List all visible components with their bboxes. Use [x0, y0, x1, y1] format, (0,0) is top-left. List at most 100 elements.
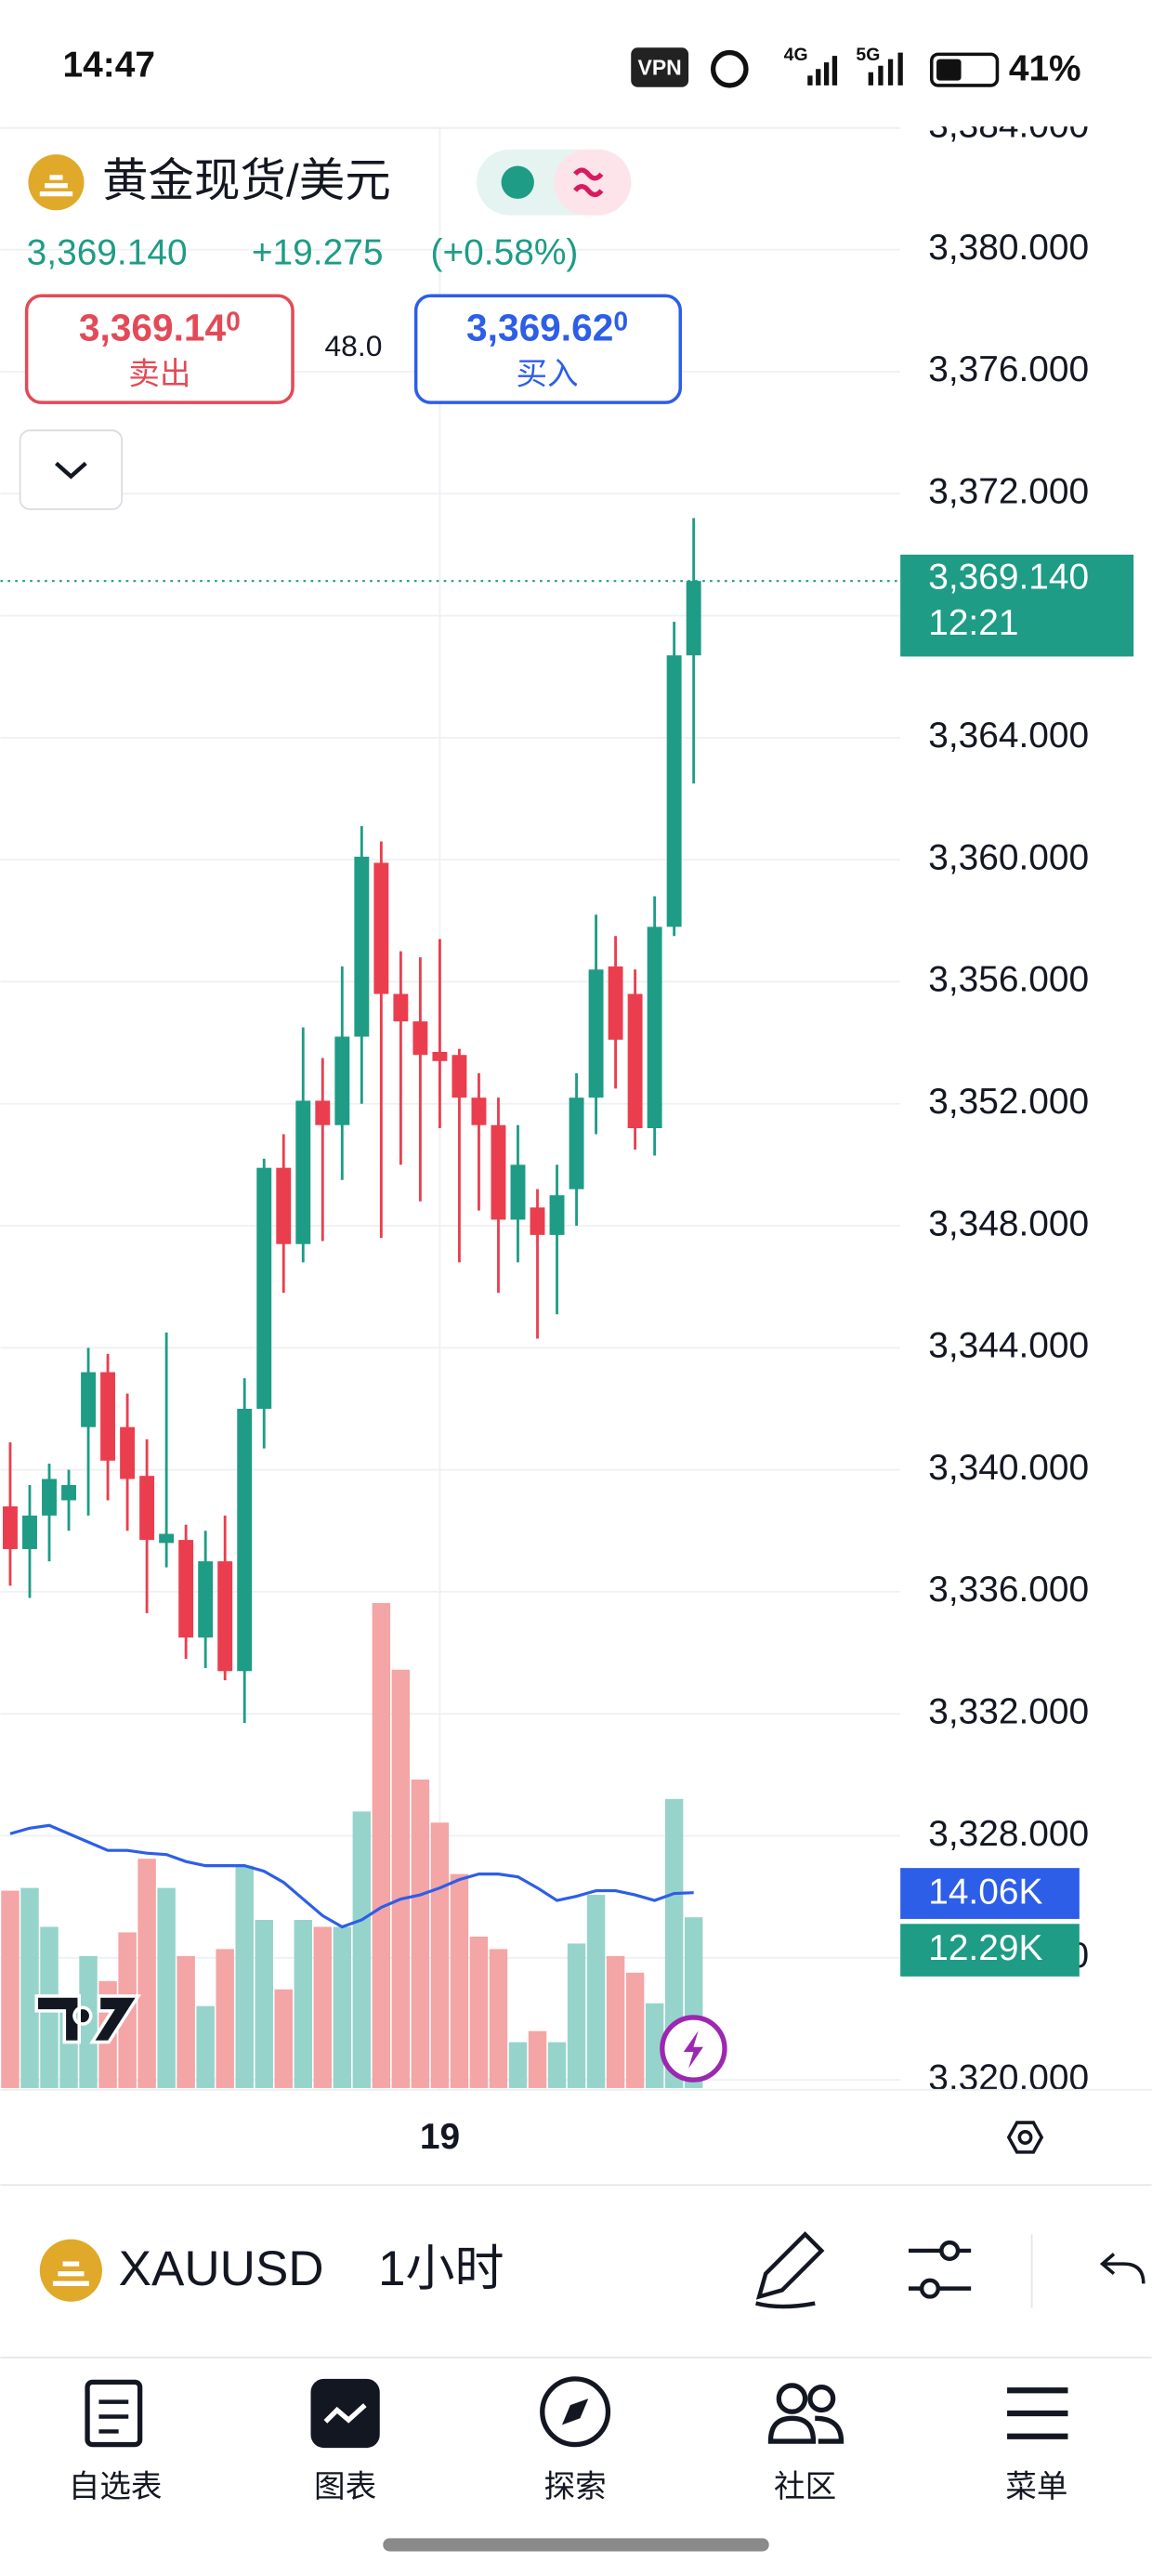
menu-icon[interactable]: [1007, 2387, 1068, 2439]
price-change-percent: (+0.58%): [431, 232, 579, 272]
volume-bar: [177, 1955, 195, 2088]
symbol-icon-bars: [39, 175, 73, 197]
explore-icon-needle: [561, 2399, 589, 2425]
candle-body: [588, 969, 604, 1098]
nav-label[interactable]: 探索: [544, 2469, 607, 2504]
interval[interactable]: 1小时: [378, 2241, 504, 2296]
chevron-icon: [55, 461, 87, 480]
volume-bar: [216, 1949, 234, 2088]
buy-price-digit: 0: [613, 307, 628, 336]
volume-bar: [625, 1972, 645, 2088]
axis-labels: 3,369.140 12:21 14.06K 12.29K: [900, 554, 1134, 1977]
last-price-label: 3,369.140: [928, 558, 1089, 598]
candle-body: [569, 1097, 584, 1189]
toolbar: XAUUSD 1小时: [39, 2231, 1145, 2309]
volume-bar: [547, 2042, 567, 2088]
sell-label: 卖出: [128, 357, 190, 392]
y-tick-label: 3,380.000: [928, 228, 1089, 268]
battery-icon: [929, 52, 1000, 87]
symbol-header: 黄金现货/美元 3,369.140 +19.275 (+0.58%) 3,369…: [19, 149, 683, 510]
candle-body: [178, 1540, 194, 1638]
y-tick-label: 3,384.000: [928, 106, 1089, 146]
candle-body: [22, 1515, 37, 1549]
buy-label: 买入: [516, 358, 578, 392]
volume-bar: [157, 1887, 176, 2088]
x-tick-label: 19: [420, 2117, 460, 2157]
candle-body: [295, 1100, 311, 1244]
community-icon[interactable]: [776, 2383, 808, 2414]
candle-body: [3, 1506, 18, 1549]
vpn-label: VPN: [638, 55, 682, 79]
volume-ma-label: 14.06K: [928, 1873, 1042, 1912]
lightning-icon: [683, 2031, 704, 2069]
sell-price: 3,369.140: [79, 306, 241, 348]
nav-label[interactable]: 菜单: [1005, 2470, 1067, 2504]
candle-body: [315, 1100, 331, 1125]
volume-bar: [274, 1989, 293, 2088]
volume-bar: [528, 2031, 547, 2088]
drawing-tool-icon[interactable]: [755, 2231, 825, 2309]
candle-body: [276, 1167, 292, 1244]
volume-bar: [508, 2042, 528, 2088]
candle-body: [81, 1372, 97, 1427]
candle-body: [627, 993, 643, 1128]
candle-body: [354, 856, 370, 1037]
volume-bar: [294, 1919, 312, 2088]
home-indicator: [383, 2538, 769, 2552]
candle-body: [256, 1167, 272, 1409]
y-tick-label: 3,352.000: [928, 1082, 1089, 1122]
countdown-label: 12:21: [928, 603, 1018, 643]
volume-bar: [333, 1926, 352, 2088]
sell-button[interactable]: [24, 294, 295, 404]
sell-price-main: 3,369.14: [79, 306, 227, 348]
last-price: 3,369.140: [27, 232, 188, 272]
symbol-icon[interactable]: [39, 2239, 102, 2302]
nav-label[interactable]: 图表: [314, 2469, 376, 2504]
undo-icon[interactable]: [1099, 2253, 1145, 2284]
volume-bar: [391, 1669, 411, 2088]
watchlist-icon[interactable]: [85, 2379, 143, 2448]
tradingview-logo: [34, 1994, 142, 2044]
candle-body: [217, 1561, 233, 1672]
nav-label[interactable]: 社区: [774, 2469, 836, 2504]
nav-label[interactable]: 自选表: [69, 2469, 163, 2504]
candle-body: [530, 1207, 545, 1235]
y-tick-label: 3,364.000: [928, 716, 1089, 756]
y-tick-label: 3,336.000: [928, 1570, 1089, 1610]
price-change: +19.275: [252, 232, 384, 272]
bottom-nav: 自选表 图表 探索 社区 菜单: [69, 2376, 1068, 2504]
sell-price-digit: 0: [226, 307, 241, 336]
candle-body: [491, 1124, 506, 1220]
toolbar-symbol[interactable]: XAUUSD: [119, 2241, 324, 2296]
explore-icon[interactable]: [540, 2376, 611, 2448]
candle-body: [432, 1051, 448, 1061]
candle-body: [393, 993, 409, 1022]
volume-bar: [664, 1798, 684, 2088]
candle-body: [412, 1021, 428, 1056]
volume-bar: [372, 1602, 391, 2088]
collapse-button[interactable]: [19, 429, 124, 510]
volume-bar: [430, 1822, 450, 2088]
y-tick-label: 3,360.000: [928, 837, 1089, 877]
settings-icon[interactable]: [1006, 2121, 1044, 2154]
y-tick-label: 3,356.000: [928, 960, 1089, 1000]
volume-badge: [900, 1924, 1080, 1977]
volume-bar: [1, 1890, 20, 2088]
status-pill-right: [554, 149, 632, 216]
y-tick-label: 3,348.000: [928, 1203, 1089, 1243]
volume-bar: [645, 2003, 664, 2088]
candle-body: [120, 1426, 136, 1479]
candle-body: [510, 1164, 526, 1220]
last-price-badge: [900, 554, 1134, 657]
buy-button[interactable]: [413, 294, 683, 404]
volume-ma-line: [9, 1823, 694, 1929]
candle-body: [666, 655, 682, 927]
network-label: 4G: [784, 45, 808, 65]
chart-icon[interactable]: [310, 2378, 380, 2449]
volume-bar: [606, 1955, 625, 2088]
candle-body: [198, 1561, 214, 1638]
spread: 48.0: [324, 329, 382, 362]
indicators-knob: [919, 2278, 941, 2299]
indicators-knob: [939, 2240, 961, 2262]
